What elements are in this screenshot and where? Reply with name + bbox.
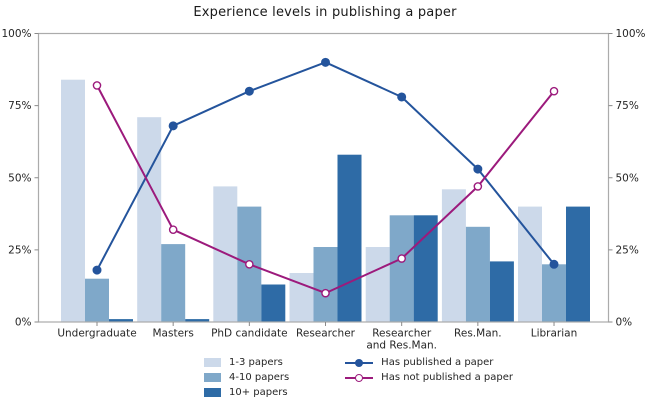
x-category-label: PhD candidate [211,328,288,340]
legend-item-4-10-papers: 4-10 papers [204,372,289,383]
bar-2-2 [261,284,286,322]
open-circle-marker-icon [92,81,102,90]
legend-label-4-10-papers: 4-10 papers [229,372,290,383]
y-tick-label-left: 100% [1,28,31,40]
legend-item-has-not-published: Has not published a paper [345,372,513,383]
legend-swatch-4-10-papers [204,373,221,382]
filled-circle-marker-icon [244,86,254,96]
bar-0-4 [365,247,390,322]
bar-1-4 [389,215,414,322]
legend-swatch-10plus-papers [204,388,221,397]
bar-0-0 [61,79,85,322]
x-category-label: Researcher [296,328,356,340]
filled-circle-marker-icon [549,259,559,269]
filled-circle-marker-icon [397,92,407,102]
y-tick-label-right: 100% [616,28,646,40]
x-category-label: Undergraduate [57,328,136,340]
legend-item-10plus-papers: 10+ papers [204,387,289,398]
open-circle-marker-icon [549,86,559,96]
bar-2-1 [185,319,210,322]
open-circle-marker-icon [397,254,406,263]
open-circle-marker-icon [168,225,178,234]
open-circle-marker-icon [355,373,364,382]
y-tick-label-right: 75% [616,100,639,112]
y-tick-label-right: 50% [616,172,639,184]
bar-2-0 [109,319,133,322]
y-tick-label-left: 0% [15,317,32,329]
x-category-label: Res.Man. [454,328,502,340]
y-tick-label-right: 25% [616,244,639,256]
filled-circle-marker-icon [355,358,364,367]
legend-line-sample-has-published [345,358,374,367]
y-tick-label-left: 25% [8,244,31,256]
filled-circle-marker-icon [92,265,102,275]
filled-circle-marker-icon [321,57,331,67]
bar-0-1 [137,117,162,322]
chart-title: Experience levels in publishing a paper [193,5,457,20]
bar-2-5 [489,261,514,322]
x-category-label: Masters [152,328,193,340]
filled-circle-marker-icon [168,121,178,131]
y-tick-label-left: 50% [8,172,31,184]
legend-swatch-1-3-papers [204,358,221,367]
x-category-label: Librarian [531,328,578,340]
plot-area: 0% 0% 25% 25% 50% 50% 75% 75% 100% 100% Undergradu… [1,28,646,352]
bar-1-6 [542,264,566,322]
legend-item-has-published: Has published a paper [345,357,513,368]
bar-2-3 [337,154,362,322]
legend-line-sample-has-not-published [345,373,374,382]
legend-item-1-3-papers: 1-3 papers [204,357,289,368]
legend-label-10plus-papers: 10+ papers [229,387,288,398]
y-tick-label-right: 0% [616,317,633,329]
open-circle-marker-icon [245,259,254,269]
bar-2-4 [413,215,438,322]
open-circle-marker-icon [321,288,330,298]
bar-1-0 [85,278,109,322]
bar-1-1 [161,244,186,322]
legend-line-column: Has published a paper Has not published … [345,357,513,383]
bar-1-3 [313,247,338,322]
bar-1-5 [465,226,490,322]
bar-0-5 [441,189,466,322]
legend-label-1-3-papers: 1-3 papers [229,357,283,368]
x-category-label: and Res.Man. [366,340,437,352]
legend: 1-3 papers 4-10 papers 10+ papers Has pu… [204,357,513,398]
x-category-label: Researcher [372,328,432,340]
open-circle-marker-icon [473,182,483,191]
legend-label-has-published: Has published a paper [381,357,494,368]
legend-label-has-not-published: Has not published a paper [381,372,513,383]
bar-2-6 [566,206,590,322]
y-tick-label-left: 75% [8,100,31,112]
legend-bar-column: 1-3 papers 4-10 papers 10+ papers [204,357,289,398]
filled-circle-marker-icon [473,164,483,174]
